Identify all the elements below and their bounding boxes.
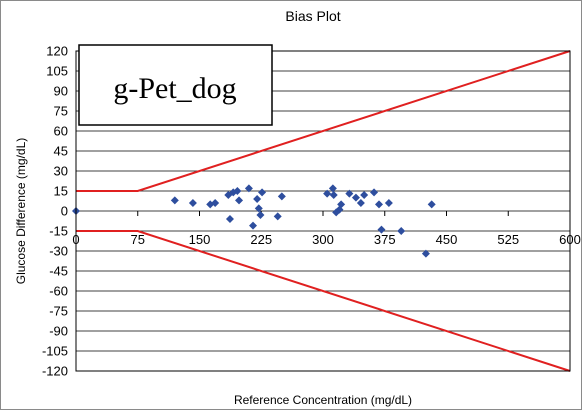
data-points — [72, 184, 436, 258]
y-tick-label: -60 — [49, 284, 68, 299]
data-point — [397, 227, 406, 235]
data-point — [370, 188, 379, 197]
x-axis-label: Reference Concentration (mg/dL) — [234, 393, 412, 407]
data-point — [233, 187, 242, 195]
y-tick-label: -90 — [49, 324, 68, 339]
y-tick-label: 0 — [61, 204, 68, 219]
data-point — [421, 249, 430, 258]
x-tick-label: 375 — [374, 232, 396, 247]
data-point — [323, 189, 332, 198]
data-point — [337, 200, 346, 209]
y-tick-label: -30 — [49, 244, 68, 259]
data-point — [244, 184, 253, 193]
x-tick-label: 150 — [189, 232, 211, 247]
x-tick-label: 300 — [312, 232, 334, 247]
data-point — [258, 188, 267, 197]
y-tick-label: 90 — [54, 84, 68, 99]
y-tick-label: 105 — [46, 64, 68, 79]
data-point — [351, 193, 360, 202]
data-point — [170, 196, 179, 205]
data-point — [253, 195, 262, 203]
upper-limit-line — [76, 50, 571, 192]
data-point — [277, 192, 286, 201]
y-tick-label: 30 — [54, 164, 68, 179]
x-tick-label: 525 — [497, 232, 519, 247]
y-tick-label: -120 — [42, 364, 68, 379]
data-point — [254, 204, 263, 213]
y-tick-label: -15 — [49, 224, 68, 239]
data-point — [328, 184, 337, 193]
data-point — [249, 221, 258, 230]
x-tick-label: 75 — [131, 232, 145, 247]
y-tick-label: 15 — [54, 184, 68, 199]
data-point — [256, 211, 265, 219]
data-point — [360, 191, 369, 199]
chart-title: Bias Plot — [285, 8, 340, 24]
data-point — [384, 199, 393, 207]
y-tick-label: 60 — [54, 124, 68, 139]
y-tick-label: 75 — [54, 104, 68, 119]
limit-lines — [76, 50, 571, 372]
data-point — [188, 199, 197, 207]
data-point — [356, 199, 365, 207]
data-point — [345, 189, 354, 198]
y-tick-label: -45 — [49, 264, 68, 279]
annotation-text: g-Pet_dog — [113, 72, 236, 105]
y-tick-label: 120 — [46, 44, 68, 59]
y-tick-labels: 120 105 90 75 60 45 30 15 0 -15 -30 -45 -60 -75 -90 -10… — [42, 44, 68, 379]
plot-area-frame — [75, 50, 571, 372]
y-axis-label: Glucose Difference (mg/dL) — [14, 138, 28, 285]
data-point — [377, 225, 386, 234]
data-point — [329, 191, 338, 199]
lower-limit-line — [76, 230, 571, 372]
data-point — [225, 215, 234, 223]
y-tick-label: -75 — [49, 304, 68, 319]
y-tick-label: 45 — [54, 144, 68, 159]
data-point — [211, 199, 220, 207]
data-point — [374, 200, 383, 209]
x-tick-label: 225 — [250, 232, 272, 247]
x-tick-label: 450 — [436, 232, 458, 247]
data-point — [235, 196, 244, 205]
y-tick-label: -105 — [42, 344, 68, 359]
annotation-box — [78, 44, 273, 126]
data-point — [273, 212, 282, 221]
data-point — [427, 200, 436, 209]
